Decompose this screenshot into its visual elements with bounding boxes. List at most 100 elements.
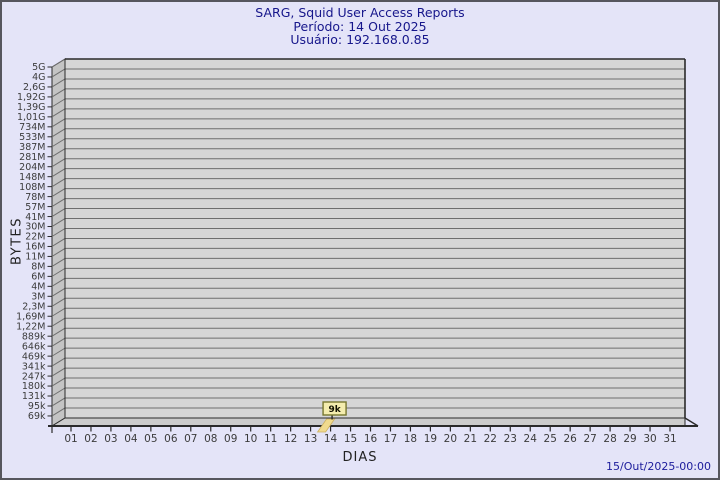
x-axis-tick-label: 07 — [184, 433, 197, 445]
wall-gridline — [51, 287, 66, 297]
y-axis-tick-label: 646k — [22, 341, 46, 352]
bar-value-label: 9k — [328, 405, 341, 415]
y-axis-tick-label: 95k — [28, 401, 46, 412]
wall-gridline — [51, 277, 66, 287]
x-axis-tick-label: 02 — [84, 433, 97, 445]
report-title: SARG, Squid User Access Reports — [255, 5, 465, 20]
wall-gridline — [51, 307, 66, 317]
y-axis-title: BYTES — [9, 216, 25, 266]
x-axis-tick-label: 01 — [64, 433, 77, 445]
y-axis-tick-label: 889k — [22, 331, 46, 342]
x-axis-tick-label: 21 — [464, 433, 477, 445]
x-axis-tick-label: 08 — [204, 433, 217, 445]
y-axis-tick-label: 2,3M — [22, 301, 45, 312]
wall-gridline — [51, 128, 66, 138]
wall-gridline — [51, 138, 66, 148]
wall-gridline — [51, 208, 66, 217]
x-axis-tick-label: 19 — [424, 433, 437, 445]
wall-gridline — [51, 267, 66, 277]
wall-gridline — [51, 98, 66, 108]
y-axis-tick-label: 204M — [19, 162, 45, 173]
x-axis-tick-label: 14 — [324, 433, 338, 445]
wall-gridline — [51, 297, 66, 307]
y-axis-tick-label: 22M — [25, 232, 45, 243]
wall-gridline — [51, 168, 66, 178]
y-axis-tick-label: 1,69M — [16, 311, 45, 322]
y-axis-tick-label: 469k — [22, 351, 46, 362]
y-axis-tick-label: 108M — [19, 182, 45, 193]
y-axis-tick-label: 30M — [25, 222, 45, 233]
x-axis-tick-label: 18 — [404, 433, 417, 445]
y-axis-tick-label: 11M — [25, 252, 45, 263]
y-axis-tick-label: 533M — [19, 132, 45, 143]
report-header: SARG, Squid User Access Reports Período:… — [2, 6, 718, 47]
x-axis-tick-label: 16 — [364, 433, 378, 445]
x-axis-tick-label: 10 — [244, 433, 257, 445]
y-axis-tick-label: 1,92G — [17, 92, 46, 103]
y-axis-tick-label: 734M — [19, 122, 45, 133]
x-axis-title: DIAS — [342, 450, 378, 465]
x-axis-tick-label: 20 — [444, 433, 457, 445]
wall-gridline — [51, 407, 66, 417]
x-axis-tick-label: 31 — [663, 433, 676, 445]
wall-gridline — [51, 108, 66, 118]
y-axis-tick-label: 1,22M — [16, 321, 45, 332]
wall-gridline — [51, 397, 66, 407]
y-axis-tick-label: 3M — [31, 292, 45, 303]
wall-gridline — [51, 248, 66, 257]
wall-gridline — [51, 257, 66, 267]
wall-gridline — [51, 347, 66, 357]
wall-gridline — [51, 238, 66, 247]
y-axis-tick-label: 5G — [32, 62, 45, 73]
x-axis-tick-label: 06 — [164, 433, 178, 445]
wall-gridline — [51, 188, 66, 198]
wall-gridline — [51, 337, 66, 347]
wall-gridline — [51, 218, 66, 227]
x-axis-tick-label: 29 — [623, 433, 636, 445]
y-axis-tick-label: 6M — [31, 272, 45, 283]
x-axis-tick-label: 05 — [144, 433, 157, 445]
y-axis-tick-label: 281M — [19, 152, 45, 163]
y-axis-tick-label: 8M — [31, 262, 45, 273]
wall-gridline — [51, 148, 66, 158]
report-period: Período: 14 Out 2025 — [293, 18, 427, 34]
y-axis-tick-label: 41M — [25, 212, 45, 223]
y-axis-tick-label: 148M — [19, 172, 45, 183]
wall-gridline — [51, 158, 66, 168]
wall-gridline — [51, 68, 66, 78]
y-axis-tick-label: 16M — [25, 242, 45, 253]
wall-gridline — [51, 367, 66, 377]
x-axis-tick-label: 25 — [544, 433, 557, 445]
y-axis-tick-label: 180k — [22, 381, 46, 392]
y-axis-tick-label: 387M — [19, 142, 45, 153]
y-axis-tick-label: 69k — [28, 411, 46, 422]
x-axis-tick-label: 15 — [344, 433, 357, 445]
x-axis-tick-label: 30 — [643, 433, 656, 445]
wall-gridline — [51, 88, 66, 98]
x-axis-tick-label: 11 — [264, 433, 277, 445]
y-axis-tick-label: 78M — [25, 192, 45, 203]
y-axis-tick-label: 1,01G — [17, 112, 46, 123]
y-axis-tick-label: 57M — [25, 202, 45, 213]
x-axis-tick-label: 12 — [284, 433, 297, 445]
wall-gridline — [51, 178, 66, 188]
x-axis-tick-label: 13 — [304, 433, 317, 445]
wall-gridline — [51, 118, 66, 128]
x-axis-tick-label: 28 — [603, 433, 616, 445]
x-axis-tick-label: 09 — [224, 433, 237, 445]
y-axis-tick-label: 131k — [22, 391, 46, 402]
plot-floor — [50, 417, 686, 427]
data-bar — [316, 418, 336, 433]
x-axis-tick-label: 26 — [563, 433, 577, 445]
x-axis-tick-label: 23 — [504, 433, 517, 445]
wall-gridline — [51, 327, 66, 337]
wall-gridline — [51, 228, 66, 237]
x-axis-tick-label: 04 — [124, 433, 138, 445]
y-axis-tick-label: 2,6G — [23, 82, 45, 93]
wall-gridline — [51, 387, 66, 397]
y-axis-tick-label: 4M — [31, 282, 45, 293]
y-axis-tick-label: 4G — [32, 72, 45, 83]
floor-right-edge — [684, 417, 699, 427]
wall-gridline — [51, 357, 66, 367]
